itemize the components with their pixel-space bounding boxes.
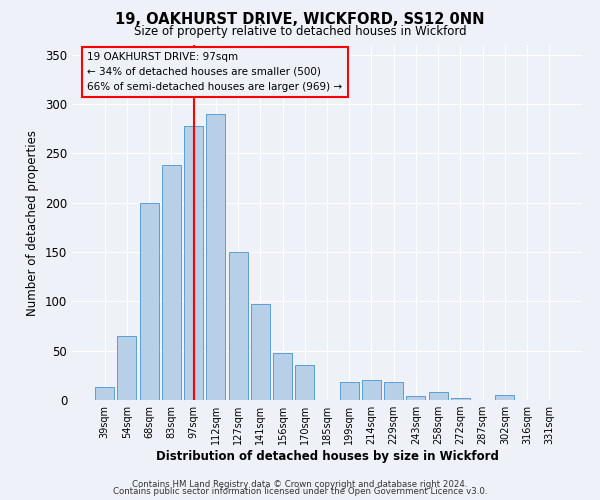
Text: 19, OAKHURST DRIVE, WICKFORD, SS12 0NN: 19, OAKHURST DRIVE, WICKFORD, SS12 0NN: [115, 12, 485, 28]
Text: Contains public sector information licensed under the Open Government Licence v3: Contains public sector information licen…: [113, 487, 487, 496]
Bar: [406, 396, 425, 400]
Y-axis label: Number of detached properties: Number of detached properties: [26, 130, 40, 316]
Bar: [206, 114, 225, 400]
Bar: [229, 252, 248, 400]
Bar: [140, 203, 158, 400]
Bar: [251, 304, 270, 400]
Bar: [340, 382, 359, 400]
Bar: [451, 398, 470, 400]
Bar: [184, 126, 203, 400]
Text: Contains HM Land Registry data © Crown copyright and database right 2024.: Contains HM Land Registry data © Crown c…: [132, 480, 468, 489]
Bar: [118, 336, 136, 400]
Bar: [496, 395, 514, 400]
Bar: [295, 366, 314, 400]
Bar: [384, 382, 403, 400]
Bar: [429, 392, 448, 400]
Text: Size of property relative to detached houses in Wickford: Size of property relative to detached ho…: [134, 25, 466, 38]
Bar: [162, 166, 181, 400]
Bar: [95, 387, 114, 400]
Text: 19 OAKHURST DRIVE: 97sqm
← 34% of detached houses are smaller (500)
66% of semi-: 19 OAKHURST DRIVE: 97sqm ← 34% of detach…: [88, 52, 343, 92]
X-axis label: Distribution of detached houses by size in Wickford: Distribution of detached houses by size …: [155, 450, 499, 463]
Bar: [362, 380, 381, 400]
Bar: [273, 352, 292, 400]
